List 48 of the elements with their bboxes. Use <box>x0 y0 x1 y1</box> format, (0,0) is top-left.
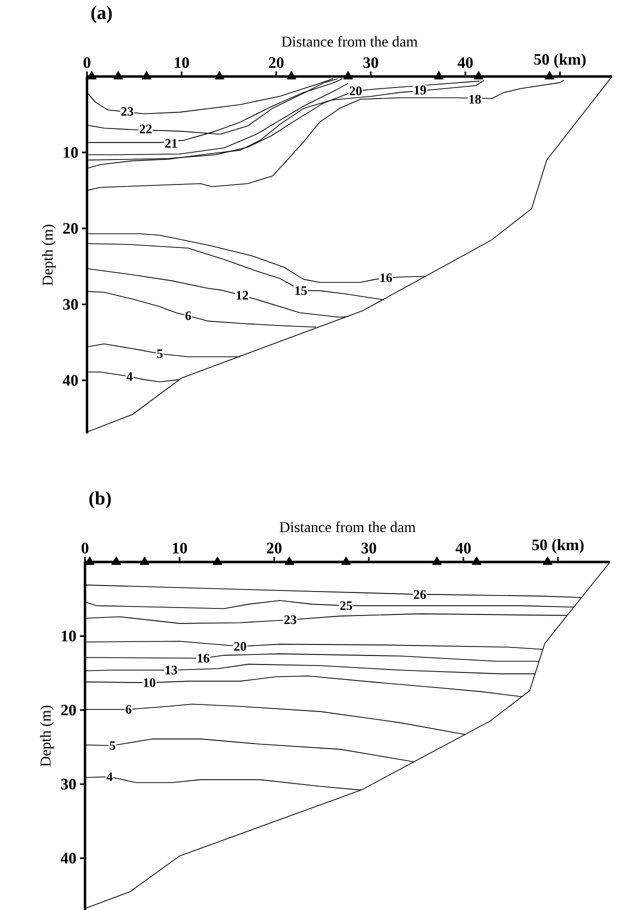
y-axis-title: Depth (m) <box>42 224 56 286</box>
annotation: 21 <box>165 139 177 148</box>
annotation: 19 <box>414 86 426 95</box>
annotation: 22 <box>140 124 152 134</box>
x-tick-label: 30 <box>361 542 376 554</box>
x-tick-label: 50 (km) <box>534 54 586 68</box>
annotation: 25 <box>340 601 352 610</box>
annotation: 6 <box>126 704 132 714</box>
y-tick-label: 10 <box>64 147 78 158</box>
annotation: 20 <box>350 86 362 96</box>
annotation: 13 <box>166 666 178 674</box>
annotation: 23 <box>121 107 134 116</box>
annotation: 10 <box>144 678 156 688</box>
annotation: 23 <box>284 615 296 624</box>
x-tick-label: 30 <box>363 57 378 68</box>
annotation: 4 <box>106 772 113 781</box>
annotation: 15 <box>295 286 307 296</box>
annotation: 16 <box>198 654 210 663</box>
x-tick-label: 0 <box>82 542 88 554</box>
annotation: 6 <box>185 311 192 320</box>
x-tick-label: 10 <box>174 57 189 68</box>
y-tick-label: 20 <box>63 223 78 234</box>
annotation: 26 <box>414 590 426 599</box>
annotation: 18 <box>469 94 481 104</box>
annotation: 4 <box>126 372 133 381</box>
chart-title: (b) <box>89 491 111 509</box>
annotation: 5 <box>110 741 116 750</box>
chart-title: (a) <box>91 6 112 23</box>
x-tick-label: 10 <box>172 542 187 554</box>
y-tick-label: 30 <box>61 778 76 790</box>
x-tick-label: 50 (km) <box>532 539 584 554</box>
y-axis-title: Depth (m) <box>40 706 54 766</box>
x-axis-title: Distance from the dam <box>280 522 416 532</box>
x-tick-label: 20 <box>266 542 282 554</box>
x-tick-label: 40 <box>456 542 471 554</box>
annotation: 16 <box>380 273 392 282</box>
y-tick-label: 10 <box>62 630 76 642</box>
x-tick-label: 20 <box>268 57 284 68</box>
x-tick-label: 0 <box>84 57 90 68</box>
annotation: 12 <box>236 290 248 300</box>
x-axis-title: Distance from the dam <box>282 36 418 47</box>
x-tick-label: 40 <box>458 57 473 68</box>
y-tick-label: 20 <box>61 704 76 716</box>
y-tick-label: 40 <box>62 374 78 386</box>
annotation: 5 <box>157 349 163 358</box>
annotation: 20 <box>234 642 246 651</box>
y-tick-label: 40 <box>60 852 76 864</box>
y-tick-label: 30 <box>63 298 78 310</box>
